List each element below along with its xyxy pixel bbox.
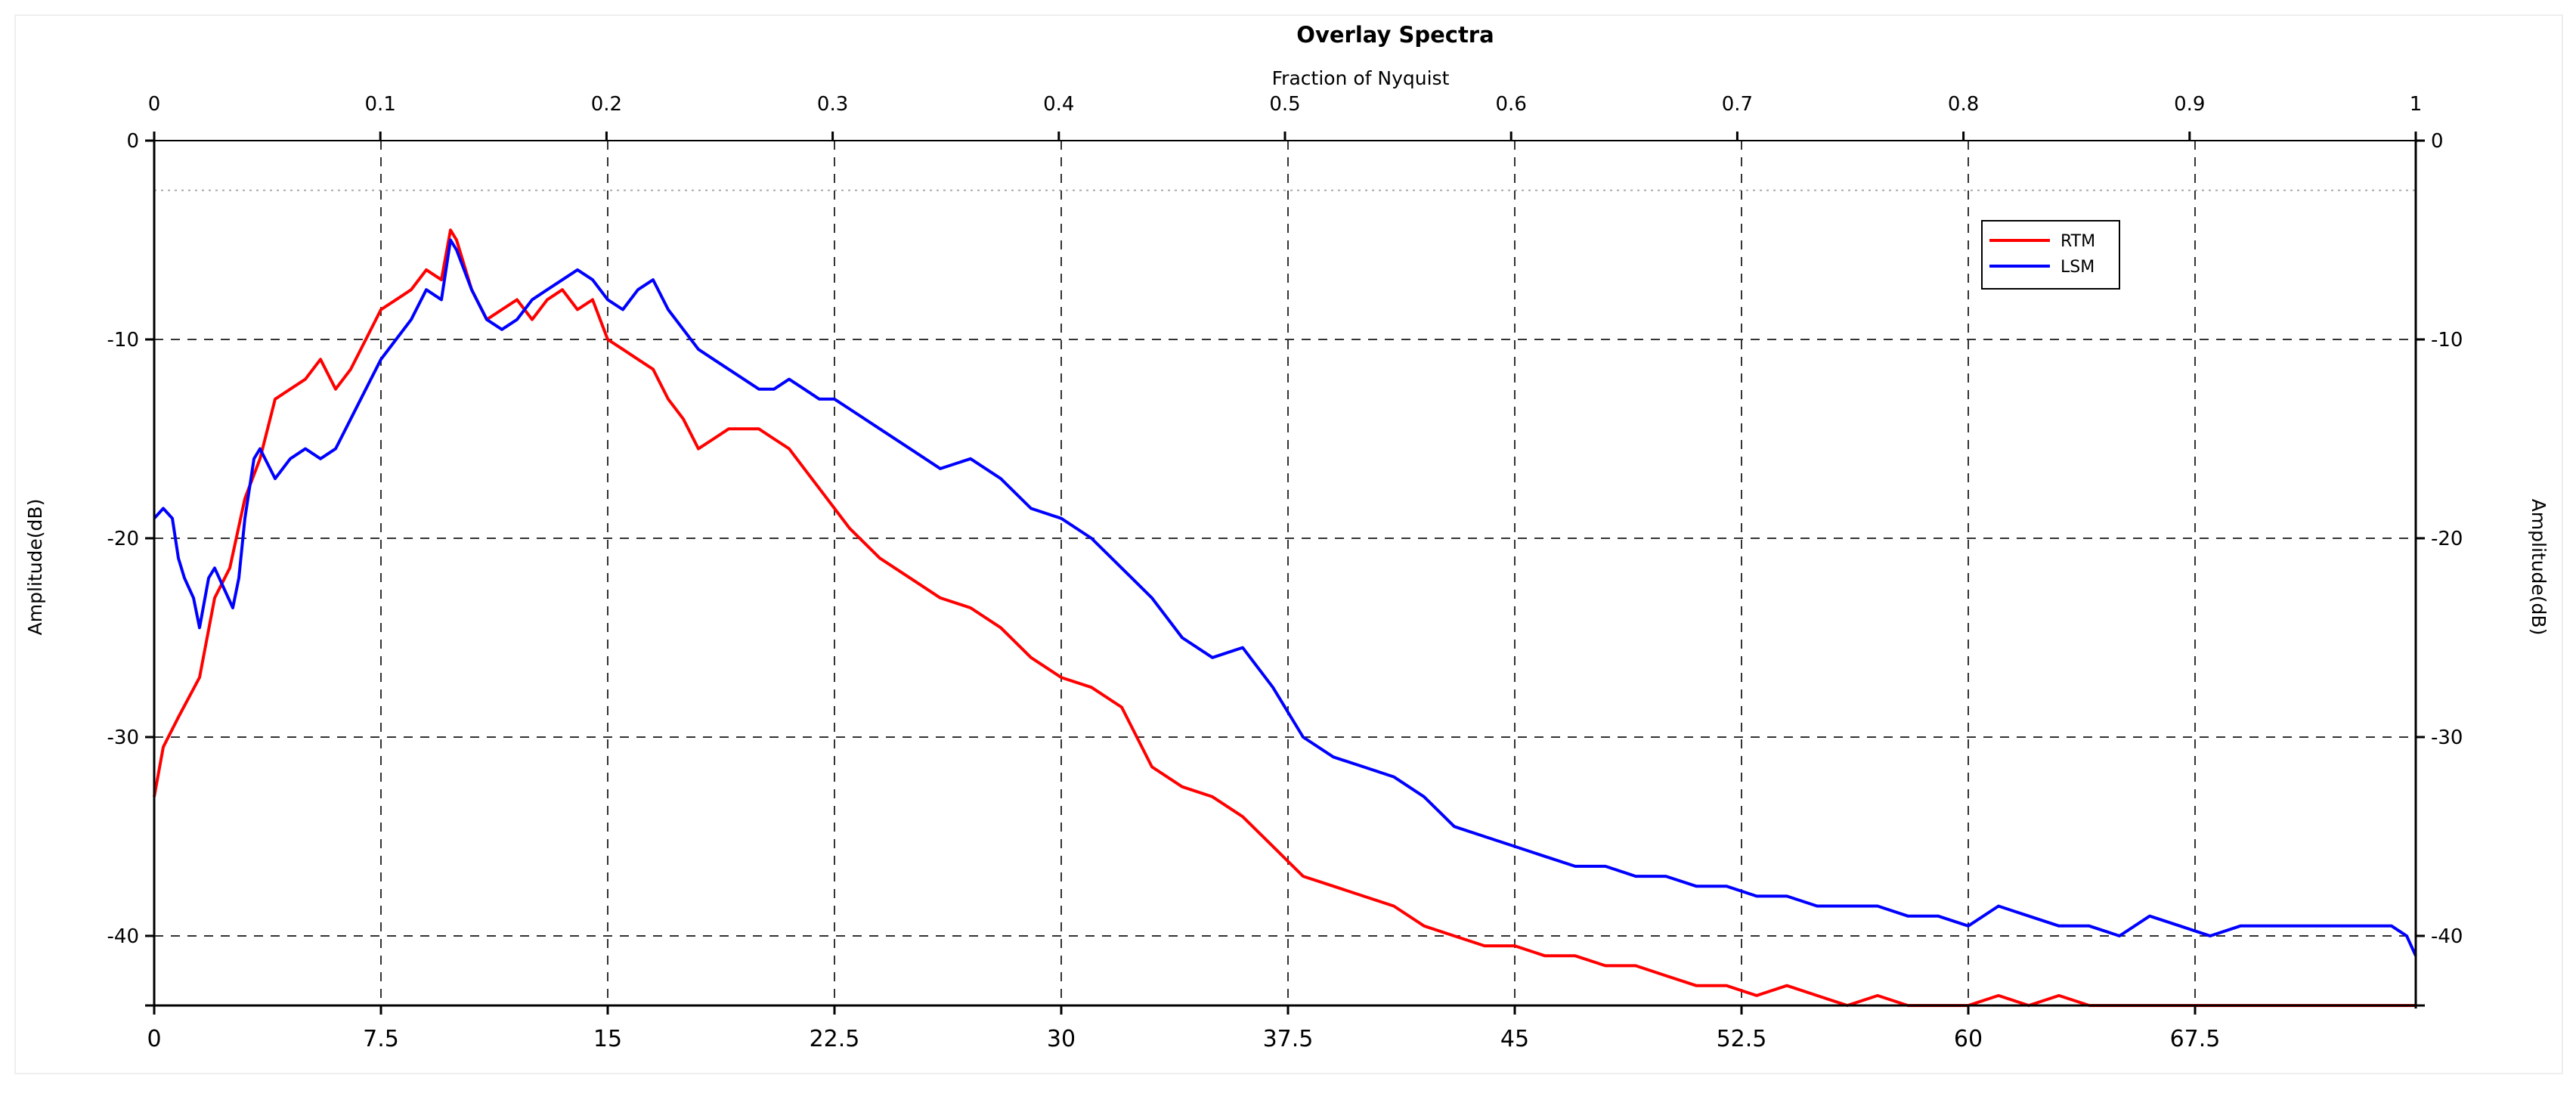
x-tick-label: 22.5 [810, 1026, 860, 1052]
top-tick-label: 0.5 [1269, 93, 1300, 116]
x-tick-label: 60 [1954, 1026, 1983, 1052]
right-y-axis-label: Amplitude(dB) [2528, 499, 2550, 636]
labels: 0 0-10 -10-20 -20-30 -30-40 -400 7.5 15 22.5 30 37… [107, 93, 2463, 1052]
right-y-tick-label: -20 [2431, 528, 2463, 550]
x-tick-label: 0 [147, 1026, 161, 1052]
series-line-lsm [153, 238, 2417, 957]
top-tick-label: 0.4 [1043, 93, 1074, 116]
right-y-tick-label: -10 [2431, 329, 2463, 352]
right-y-tick-label: -40 [2431, 925, 2463, 948]
top-axis-label: Fraction of Nyquist [1272, 67, 1450, 89]
top-tick-label: 0.1 [365, 93, 396, 116]
x-tick-label: 7.5 [363, 1026, 399, 1052]
top-tick-label: 0.7 [1722, 93, 1753, 116]
x-tick-label: 45 [1500, 1026, 1529, 1052]
left-y-tick-label: -10 [107, 329, 139, 352]
x-tick-label: 37.5 [1263, 1026, 1314, 1052]
left-y-axis-label: Amplitude(dB) [24, 499, 46, 636]
grid [154, 141, 2416, 1005]
x-tick-label: 30 [1047, 1026, 1076, 1052]
top-tick-label: 0 [148, 93, 161, 116]
x-tick-label: 52.5 [1717, 1026, 1767, 1052]
legend: RTM LSM [1981, 220, 2120, 290]
left-y-tick-label: -20 [107, 528, 139, 550]
right-y-tick-label: -30 [2431, 727, 2463, 749]
x-tick-label: 15 [593, 1026, 622, 1052]
top-tick-label: 0.9 [2174, 93, 2205, 116]
axes [145, 132, 2425, 1015]
right-y-tick-label: 0 [2431, 130, 2444, 153]
chart-title: Overlay Spectra [1296, 22, 1494, 48]
left-y-tick-label: 0 [126, 130, 139, 153]
x-tick-label: 67.5 [2170, 1026, 2221, 1052]
left-y-tick-label: -30 [107, 727, 139, 749]
top-tick-label: 0.3 [817, 93, 848, 116]
top-tick-label: 0.2 [591, 93, 622, 116]
top-tick-label: 1 [2410, 93, 2423, 116]
left-y-tick-label: -40 [107, 925, 139, 948]
legend-label-rtm: RTM [2060, 232, 2095, 251]
legend-label-lsm: LSM [2060, 258, 2095, 277]
top-tick-label: 0.6 [1496, 93, 1527, 116]
top-tick-label: 0.8 [1948, 93, 1979, 116]
